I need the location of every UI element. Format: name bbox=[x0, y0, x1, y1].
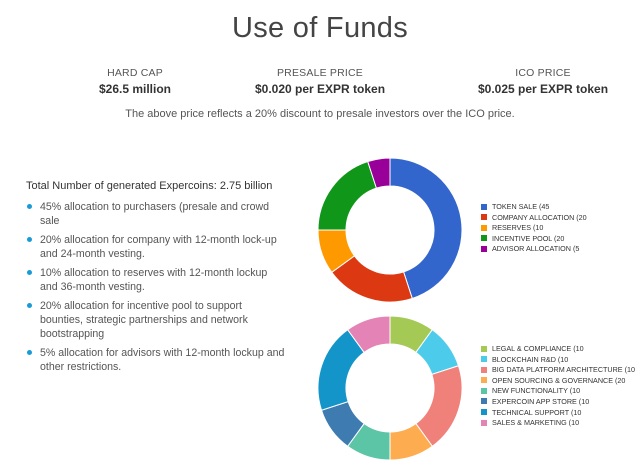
stat-hard-cap: HARD CAP $26.5 million bbox=[35, 67, 235, 96]
legend-item: RESERVES (10 bbox=[481, 223, 587, 234]
legend-item: SALES & MARKETING (10 bbox=[481, 418, 635, 429]
legend-item: NEW FUNCTIONALITY (10 bbox=[481, 386, 635, 397]
bullet-dot-icon bbox=[27, 350, 32, 355]
funds-use-donut bbox=[317, 315, 463, 461]
list-item: 20% allocation for company with 12-month… bbox=[26, 233, 286, 261]
stat-label: ICO PRICE bbox=[515, 67, 571, 79]
legend-label: SALES & MARKETING (10 bbox=[492, 418, 580, 428]
legend-label: BIG DATA PLATFORM ARCHITECTURE (10 bbox=[492, 365, 635, 375]
legend-item: ADVISOR ALLOCATION (5 bbox=[481, 244, 587, 255]
legend-item: TOKEN SALE (45 bbox=[481, 202, 587, 213]
legend-swatch-icon bbox=[481, 345, 487, 352]
legend-swatch-icon bbox=[481, 203, 487, 210]
stat-ico-price: ICO PRICE $0.025 per EXPR token bbox=[443, 67, 640, 96]
donut-slice-incentive-pool bbox=[317, 160, 378, 231]
legend-swatch-icon bbox=[481, 214, 487, 221]
legend-label: OPEN SOURCING & GOVERNANCE (20 bbox=[492, 375, 626, 385]
legend-item: TECHNICAL SUPPORT (10 bbox=[481, 408, 635, 419]
legend-swatch-icon bbox=[481, 235, 487, 242]
stat-value: $0.025 per EXPR token bbox=[477, 82, 609, 96]
legend-swatch-icon bbox=[481, 419, 487, 426]
stat-label: PRESALE PRICE bbox=[276, 67, 364, 79]
list-item: 45% allocation to purchasers (presale an… bbox=[26, 200, 286, 228]
legend-label: BLOCKCHAIN R&D (10 bbox=[492, 354, 569, 364]
legend-swatch-icon bbox=[481, 409, 487, 416]
legend-label: RESERVES (10 bbox=[492, 223, 544, 233]
legend-swatch-icon bbox=[481, 377, 487, 384]
legend-label: TOKEN SALE (45 bbox=[492, 202, 550, 211]
list-item: 10% allocation to reserves with 12-month… bbox=[26, 266, 286, 294]
stat-label: HARD CAP bbox=[107, 67, 163, 79]
list-item-text: 20% allocation for incentive pool to sup… bbox=[40, 300, 248, 340]
legend-item: BIG DATA PLATFORM ARCHITECTURE (10 bbox=[481, 365, 635, 376]
list-item-text: 45% allocation to purchasers (presale an… bbox=[40, 201, 270, 227]
legend-swatch-icon bbox=[481, 398, 487, 405]
legend-swatch-icon bbox=[481, 366, 487, 373]
legend-label: INCENTIVE POOL (20 bbox=[492, 233, 565, 243]
allocation-summary: Total Number of generated Expercoins: 2.… bbox=[26, 180, 286, 379]
legend-swatch-icon bbox=[481, 387, 487, 394]
stat-value: $26.5 million bbox=[98, 82, 172, 96]
legend-label: EXPERCOIN APP STORE (10 bbox=[492, 396, 590, 406]
bullet-dot-icon bbox=[27, 204, 32, 209]
list-item: 20% allocation for incentive pool to sup… bbox=[26, 299, 286, 341]
donut-slice-sales-marketing bbox=[346, 315, 391, 354]
donut-slice-token-sale bbox=[389, 157, 463, 300]
list-item: 5% allocation for advisors with 12-month… bbox=[26, 346, 286, 374]
price-stats: HARD CAP $26.5 million PRESALE PRICE $0.… bbox=[0, 67, 640, 103]
legend-item: OPEN SOURCING & GOVERNANCE (20 bbox=[481, 376, 635, 387]
legend-item: INCENTIVE POOL (20 bbox=[481, 234, 587, 245]
legend-label: COMPANY ALLOCATION (20 bbox=[492, 212, 587, 222]
funds-use-legend: LEGAL & COMPLIANCE (10 BLOCKCHAIN R&D (10… bbox=[481, 344, 635, 429]
stat-value: $0.020 per EXPR token bbox=[254, 82, 386, 96]
legend-item: LEGAL & COMPLIANCE (10 bbox=[481, 344, 635, 355]
allocation-list: 45% allocation to purchasers (presale an… bbox=[26, 200, 286, 374]
bullet-dot-icon bbox=[27, 237, 32, 242]
page-title: Use of Funds bbox=[231, 12, 409, 44]
bullet-dot-icon bbox=[27, 303, 32, 308]
stat-presale-price: PRESALE PRICE $0.020 per EXPR token bbox=[220, 67, 420, 96]
total-coins-text: Total Number of generated Expercoins: 2.… bbox=[26, 180, 273, 192]
list-item-text: 5% allocation for advisors with 12-month… bbox=[40, 347, 285, 373]
legend-label: NEW FUNCTIONALITY (10 bbox=[492, 386, 581, 396]
donut-slice-advisor-allocation bbox=[367, 157, 391, 189]
list-item-text: 20% allocation for company with 12-month… bbox=[40, 234, 277, 260]
legend-label: ADVISOR ALLOCATION (5 bbox=[492, 244, 580, 254]
list-item-text: 10% allocation to reserves with 12-month… bbox=[40, 267, 268, 293]
legend-swatch-icon bbox=[481, 224, 487, 231]
legend-item: BLOCKCHAIN R&D (10 bbox=[481, 355, 635, 366]
token-allocation-legend: TOKEN SALE (45 COMPANY ALLOCATION (20 RESE… bbox=[481, 202, 587, 255]
legend-label: LEGAL & COMPLIANCE (10 bbox=[492, 344, 584, 353]
legend-label: TECHNICAL SUPPORT (10 bbox=[492, 407, 582, 417]
token-allocation-donut bbox=[317, 157, 463, 303]
legend-item: EXPERCOIN APP STORE (10 bbox=[481, 397, 635, 408]
legend-swatch-icon bbox=[481, 356, 487, 363]
legend-item: COMPANY ALLOCATION (20 bbox=[481, 213, 587, 224]
bullet-dot-icon bbox=[27, 270, 32, 275]
legend-swatch-icon bbox=[481, 245, 487, 252]
discount-note: The above price reflects a 20% discount … bbox=[125, 108, 515, 120]
